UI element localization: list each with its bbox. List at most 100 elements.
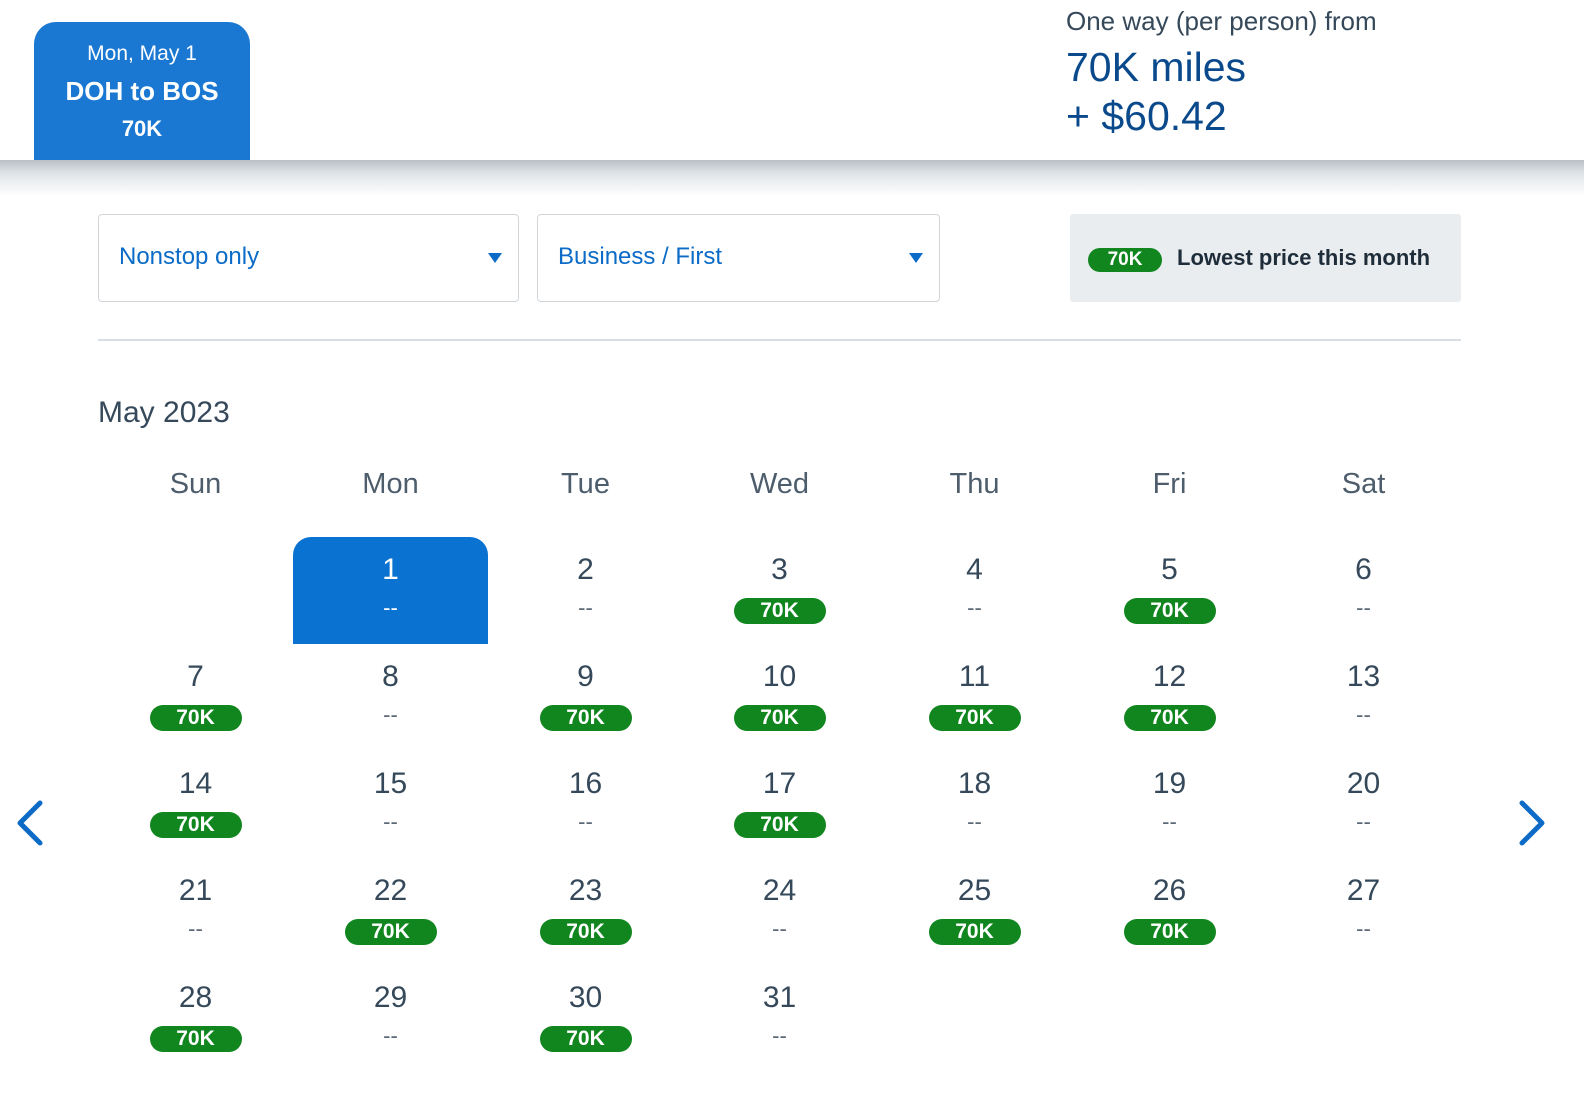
calendar-day-22[interactable]: 22 70K (293, 858, 488, 965)
day-number: 26 (1152, 874, 1187, 907)
calendar-day-30[interactable]: 30 70K (488, 965, 683, 1072)
price-badge: 70K (539, 919, 632, 945)
day-number: 2 (577, 553, 594, 586)
price-legend: 70K Lowest price this month (1070, 214, 1461, 302)
day-number: 4 (966, 553, 983, 586)
calendar-day-18[interactable]: 18 -- (877, 751, 1072, 858)
no-price-indicator: -- (1356, 702, 1371, 727)
day-number: 10 (762, 660, 797, 693)
price-badge: 70K (539, 1026, 632, 1052)
day-number: 1 (382, 553, 399, 586)
no-price-indicator: -- (383, 595, 398, 620)
calendar-day-5[interactable]: 5 70K (1072, 537, 1267, 644)
weekday-label: Tue (561, 468, 610, 500)
chevron-left-icon[interactable] (12, 797, 52, 849)
day-number: 16 (568, 767, 603, 800)
fare-miles: 70K miles (1066, 44, 1247, 90)
calendar-day-9[interactable]: 9 70K (488, 644, 683, 751)
calendar-day-19[interactable]: 19 -- (1072, 751, 1267, 858)
month-title: May 2023 (98, 396, 230, 429)
price-badge: 70K (149, 1026, 242, 1052)
calendar-day-28[interactable]: 28 70K (98, 965, 293, 1072)
day-number: 14 (178, 767, 213, 800)
day-number: 25 (957, 874, 992, 907)
selected-date-tab[interactable]: Mon, May 1 DOH to BOS 70K (34, 22, 250, 160)
no-price-indicator: -- (1162, 809, 1177, 834)
no-price-indicator: -- (1356, 809, 1371, 834)
cabin-filter-select[interactable]: Business / First (537, 214, 940, 302)
caret-down-icon (909, 253, 923, 263)
route-price-label: 70K (121, 116, 163, 141)
divider (98, 339, 1461, 341)
day-number: 9 (577, 660, 594, 693)
day-number: 6 (1355, 553, 1372, 586)
no-price-indicator: -- (578, 809, 593, 834)
no-price-indicator: -- (967, 809, 982, 834)
calendar-day-2[interactable]: 2 -- (488, 537, 683, 644)
fare-summary: One way (per person) from 70K miles + $6… (1066, 6, 1377, 141)
calendar-day-23[interactable]: 23 70K (488, 858, 683, 965)
calendar-day-7[interactable]: 7 70K (98, 644, 293, 751)
calendar-day-15[interactable]: 15 -- (293, 751, 488, 858)
calendar-day-4[interactable]: 4 -- (877, 537, 1072, 644)
calendar-day-31[interactable]: 31 -- (682, 965, 877, 1072)
price-badge: 70K (1123, 705, 1216, 731)
selected-date-label: Mon, May 1 (87, 42, 197, 65)
legend-text: Lowest price this month (1177, 245, 1431, 270)
no-price-indicator: -- (578, 595, 593, 620)
no-price-indicator: -- (967, 595, 982, 620)
day-number: 30 (568, 981, 603, 1014)
legend-price-badge: 70K (1088, 248, 1162, 272)
price-badge: 70K (149, 812, 242, 838)
day-number: 21 (178, 874, 213, 907)
day-number: 31 (762, 981, 797, 1014)
day-number: 17 (762, 767, 797, 800)
price-badge: 70K (149, 705, 242, 731)
day-number: 8 (382, 660, 399, 693)
chevron-right-icon[interactable] (1510, 797, 1550, 849)
calendar-day-29[interactable]: 29 -- (293, 965, 488, 1072)
day-number: 15 (373, 767, 408, 800)
calendar-day-6[interactable]: 6 -- (1266, 537, 1461, 644)
day-number: 27 (1346, 874, 1381, 907)
no-price-indicator: -- (772, 916, 787, 941)
no-price-indicator: -- (772, 1023, 787, 1048)
day-number: 7 (187, 660, 204, 693)
calendar-day-16[interactable]: 16 -- (488, 751, 683, 858)
price-badge: 70K (1123, 598, 1216, 624)
calendar-day-14[interactable]: 14 70K (98, 751, 293, 858)
calendar-day-10[interactable]: 10 70K (682, 644, 877, 751)
price-badge: 70K (344, 919, 437, 945)
calendar-day-1[interactable]: 1 -- (293, 537, 488, 644)
calendar-day-8[interactable]: 8 -- (293, 644, 488, 751)
stops-filter-select[interactable]: Nonstop only (98, 214, 519, 302)
day-number: 23 (568, 874, 603, 907)
day-number: 11 (958, 660, 991, 693)
calendar-day-12[interactable]: 12 70K (1072, 644, 1267, 751)
day-number: 3 (771, 553, 788, 586)
calendar-day-11[interactable]: 11 70K (877, 644, 1072, 751)
calendar-day-24[interactable]: 24 -- (682, 858, 877, 965)
fare-label: One way (per person) from (1066, 6, 1377, 36)
calendar-day-21[interactable]: 21 -- (98, 858, 293, 965)
calendar-day-27[interactable]: 27 -- (1266, 858, 1461, 965)
no-price-indicator: -- (188, 916, 203, 941)
route-label: DOH to BOS (65, 76, 219, 106)
no-price-indicator: -- (1356, 916, 1371, 941)
cabin-filter-value: Business / First (558, 243, 723, 270)
day-number: 5 (1161, 553, 1178, 586)
price-badge: 70K (1123, 919, 1216, 945)
calendar-day-25[interactable]: 25 70K (877, 858, 1072, 965)
calendar-day-3[interactable]: 3 70K (682, 537, 877, 644)
day-number: 29 (373, 981, 408, 1014)
weekday-label: Sun (169, 468, 222, 500)
weekday-label: Sat (1341, 468, 1386, 500)
calendar-day-20[interactable]: 20 -- (1266, 751, 1461, 858)
weekday-label: Wed (749, 468, 810, 500)
price-badge: 70K (539, 705, 632, 731)
calendar-day-17[interactable]: 17 70K (682, 751, 877, 858)
calendar-day-26[interactable]: 26 70K (1072, 858, 1267, 965)
calendar-day-13[interactable]: 13 -- (1266, 644, 1461, 751)
day-number: 20 (1346, 767, 1381, 800)
weekday-label: Mon (362, 468, 419, 500)
